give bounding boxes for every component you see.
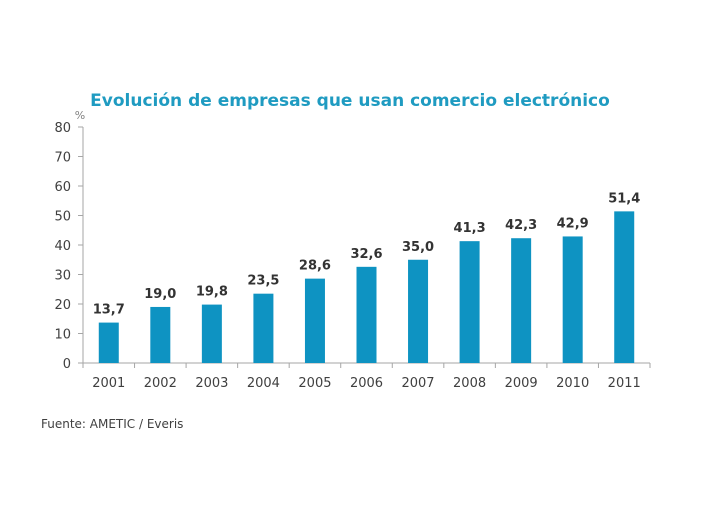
data-label: 51,4 [608, 191, 640, 206]
y-tick-label: 10 [54, 328, 71, 343]
data-label: 42,9 [557, 216, 589, 231]
x-tick-label: 2008 [453, 376, 486, 391]
bar [150, 306, 171, 363]
data-label: 23,5 [247, 274, 279, 289]
y-tick-label: 80 [54, 121, 71, 136]
data-label: 42,3 [505, 218, 537, 233]
bar [201, 304, 222, 363]
y-axis-unit-label: % [75, 109, 85, 122]
source-note: Fuente: AMETIC / Everis [41, 417, 184, 431]
y-tick-label: 40 [54, 239, 71, 254]
y-tick-label: 0 [63, 357, 71, 372]
bar [304, 278, 325, 363]
x-tick-label: 2003 [195, 376, 228, 391]
x-tick-label: 2011 [608, 376, 641, 391]
y-tick-label: 20 [54, 298, 71, 313]
x-tick-label: 2007 [401, 376, 434, 391]
x-tick-label: 2002 [144, 376, 177, 391]
y-tick-label: 70 [54, 151, 71, 166]
data-label: 35,0 [402, 240, 434, 255]
data-label: 41,3 [454, 221, 486, 236]
x-tick-label: 2005 [298, 376, 331, 391]
data-label: 13,7 [93, 303, 125, 318]
y-tick-label: 60 [54, 180, 71, 195]
y-tick-label: 30 [54, 269, 71, 284]
bar [356, 266, 377, 363]
data-label: 19,8 [196, 285, 228, 300]
x-tick-label: 2009 [505, 376, 538, 391]
y-tick-label: 50 [54, 210, 71, 225]
x-tick-label: 2004 [247, 376, 280, 391]
bar [253, 293, 274, 363]
chart-title: Evolución de empresas que usan comercio … [90, 91, 610, 111]
bar [459, 241, 480, 363]
bar [511, 238, 532, 363]
data-label: 28,6 [299, 259, 331, 274]
data-label: 19,0 [144, 287, 176, 302]
bars [98, 211, 635, 363]
bar [408, 259, 429, 363]
x-tick-label: 2001 [92, 376, 125, 391]
data-labels: 13,7 19,0 19,8 23,5 28,6 32,6 35,0 41,3 42,3 42,9… [93, 191, 641, 317]
bar [562, 236, 583, 363]
x-tick-label: 2006 [350, 376, 383, 391]
data-label: 32,6 [350, 247, 382, 262]
x-tick-label: 2010 [556, 376, 589, 391]
axes: 0 10 20 30 40 50 60 70 80 2001 2002 2003 2004 2005 200… [54, 121, 651, 391]
bar [614, 211, 635, 363]
bar [98, 322, 119, 363]
